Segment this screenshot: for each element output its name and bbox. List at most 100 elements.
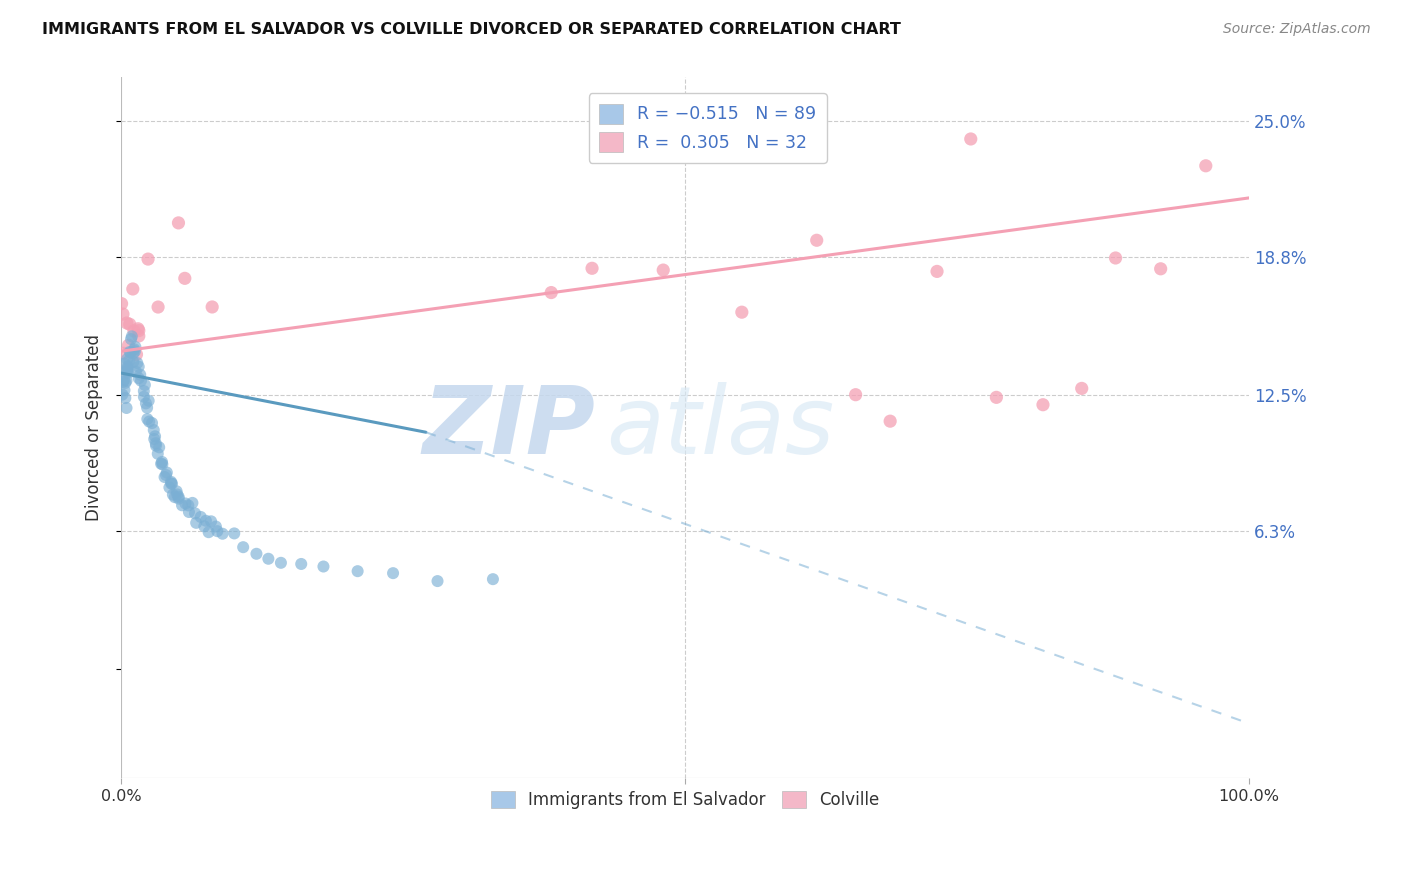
Point xyxy=(138,393,160,408)
Text: ZIP: ZIP xyxy=(422,382,595,474)
Point xyxy=(1032,398,1054,412)
Point xyxy=(186,516,208,530)
Point xyxy=(122,346,145,360)
Point xyxy=(155,468,177,483)
Point xyxy=(160,476,183,491)
Point xyxy=(312,559,335,574)
Point xyxy=(197,525,219,540)
Point xyxy=(115,352,138,367)
Point xyxy=(166,487,188,501)
Point xyxy=(482,572,505,586)
Point xyxy=(211,526,233,541)
Point xyxy=(150,458,173,472)
Point xyxy=(146,447,169,461)
Point xyxy=(129,368,152,382)
Point xyxy=(120,332,142,346)
Point xyxy=(118,353,141,368)
Point xyxy=(257,551,280,566)
Point xyxy=(190,510,212,524)
Point xyxy=(1195,159,1218,173)
Point xyxy=(201,300,224,314)
Point xyxy=(125,347,148,361)
Point xyxy=(426,574,449,588)
Point xyxy=(134,378,156,392)
Point xyxy=(124,343,146,357)
Point xyxy=(167,491,190,506)
Point xyxy=(117,363,139,377)
Point xyxy=(150,455,173,469)
Point xyxy=(959,132,981,146)
Point xyxy=(128,324,150,338)
Point xyxy=(129,374,152,388)
Point xyxy=(114,391,136,405)
Point xyxy=(143,432,166,446)
Point xyxy=(111,387,134,401)
Text: Source: ZipAtlas.com: Source: ZipAtlas.com xyxy=(1223,22,1371,37)
Point xyxy=(128,359,150,374)
Point xyxy=(177,505,200,519)
Point xyxy=(540,285,562,300)
Point xyxy=(879,414,901,428)
Point xyxy=(166,484,188,499)
Point xyxy=(162,487,184,501)
Point xyxy=(205,519,228,533)
Point xyxy=(167,490,190,504)
Point xyxy=(122,324,145,338)
Point xyxy=(173,271,195,285)
Point xyxy=(177,499,200,513)
Point xyxy=(181,496,204,510)
Point xyxy=(124,340,146,354)
Point xyxy=(160,475,183,489)
Point xyxy=(121,329,143,343)
Point xyxy=(145,436,167,450)
Point xyxy=(117,361,139,376)
Point xyxy=(143,429,166,443)
Point xyxy=(141,416,163,430)
Point xyxy=(174,496,197,510)
Point xyxy=(128,371,150,385)
Point xyxy=(127,356,149,370)
Point xyxy=(125,365,148,379)
Point xyxy=(128,329,150,343)
Point xyxy=(121,282,143,296)
Point xyxy=(148,440,170,454)
Point xyxy=(986,390,1008,404)
Point xyxy=(115,401,138,415)
Point xyxy=(925,264,948,278)
Point xyxy=(845,387,868,401)
Point xyxy=(193,519,215,533)
Point xyxy=(132,384,155,398)
Point xyxy=(111,307,134,321)
Point xyxy=(110,296,132,310)
Point xyxy=(652,263,675,277)
Point xyxy=(1150,261,1173,276)
Point xyxy=(112,373,135,387)
Point xyxy=(136,401,159,415)
Point xyxy=(135,396,157,410)
Point xyxy=(118,345,141,359)
Point xyxy=(157,480,180,494)
Text: IMMIGRANTS FROM EL SALVADOR VS COLVILLE DIVORCED OR SEPARATED CORRELATION CHART: IMMIGRANTS FROM EL SALVADOR VS COLVILLE … xyxy=(42,22,901,37)
Point xyxy=(207,524,229,538)
Point xyxy=(142,423,165,437)
Point xyxy=(156,466,179,480)
Point xyxy=(167,216,190,230)
Point xyxy=(114,357,136,371)
Point xyxy=(153,470,176,484)
Point xyxy=(1104,251,1126,265)
Point xyxy=(200,514,222,528)
Point xyxy=(117,366,139,380)
Point xyxy=(115,316,138,330)
Point xyxy=(117,359,139,374)
Point xyxy=(115,374,138,388)
Point xyxy=(232,540,254,554)
Y-axis label: Divorced or Separated: Divorced or Separated xyxy=(86,334,103,521)
Point xyxy=(112,375,135,389)
Point xyxy=(290,557,312,571)
Legend: Immigrants from El Salvador, Colville: Immigrants from El Salvador, Colville xyxy=(485,784,886,815)
Text: atlas: atlas xyxy=(606,383,835,474)
Point xyxy=(160,476,183,491)
Point xyxy=(245,547,267,561)
Point xyxy=(146,300,169,314)
Point xyxy=(136,412,159,426)
